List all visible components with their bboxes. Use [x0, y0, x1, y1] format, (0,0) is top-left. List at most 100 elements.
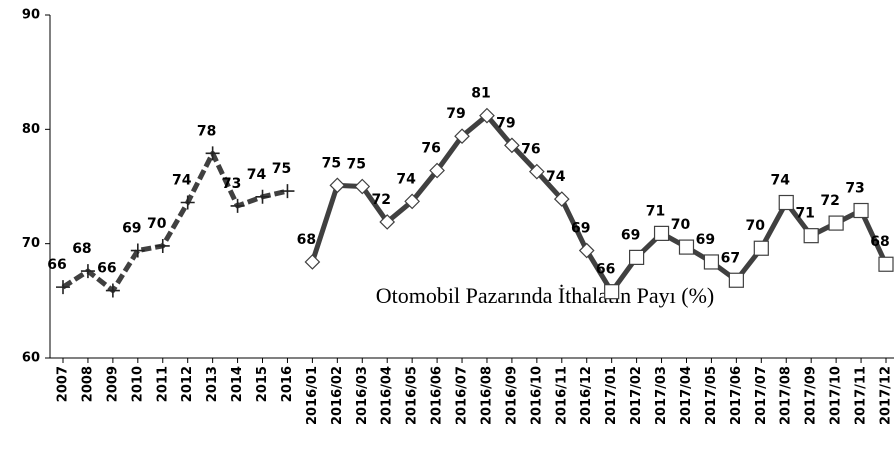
x-tick-label: 2017/06	[729, 366, 744, 425]
data-label: 78	[197, 123, 216, 139]
x-tick-label: 2012	[180, 366, 195, 402]
data-label: 74	[546, 169, 566, 185]
marker	[354, 178, 371, 195]
x-tick-label: 2016/12	[579, 366, 594, 425]
x-tick-label: 2017/09	[804, 366, 819, 425]
x-tick-label: 2016/05	[405, 366, 420, 425]
data-label: 69	[122, 221, 141, 237]
data-label: 67	[721, 250, 740, 266]
x-tick-label: 2016/06	[430, 366, 445, 425]
marker	[828, 215, 844, 231]
marker	[180, 195, 195, 210]
data-label: 70	[147, 216, 167, 232]
marker	[130, 243, 145, 258]
marker	[304, 254, 321, 270]
x-tick-label: 2016/02	[330, 366, 345, 425]
x-tick-label: 2017/07	[754, 366, 769, 425]
marker	[578, 242, 595, 259]
marker	[280, 184, 295, 199]
marker	[329, 177, 346, 194]
x-tick-label: 2017/10	[829, 366, 844, 425]
marker	[529, 163, 545, 180]
x-tick-label: 2008	[80, 366, 95, 402]
x-tick-label: 2016/04	[380, 366, 395, 425]
data-label: 68	[297, 232, 316, 248]
data-label: 75	[347, 157, 366, 173]
x-tick-label: 2017/03	[654, 366, 669, 425]
marker	[553, 191, 570, 207]
marker	[255, 189, 270, 204]
data-label: 72	[371, 192, 390, 208]
marker	[56, 280, 70, 295]
x-tick-label: 2017/12	[879, 366, 894, 425]
marker	[604, 284, 620, 300]
annotation: Otomobil Pazarında İthalatın Payı (%)	[376, 283, 714, 308]
x-tick-label: 2017/05	[704, 366, 719, 425]
marker	[753, 240, 769, 256]
marker	[379, 214, 396, 230]
data-label: 75	[322, 155, 341, 171]
x-tick-label: 2013	[205, 366, 220, 402]
x-tick-label: 2016/10	[529, 366, 544, 425]
marker	[80, 264, 95, 279]
x-tick-label: 2016/03	[355, 366, 370, 425]
x-tick-label: 2011	[155, 366, 170, 402]
x-tick-label: 2017/02	[629, 366, 644, 425]
data-label: 79	[446, 106, 465, 122]
marker	[803, 228, 819, 244]
data-label: 75	[272, 161, 291, 177]
series-line	[61, 150, 289, 294]
y-tick-label: 90	[22, 8, 40, 23]
data-label: 70	[671, 217, 691, 233]
data-label: 76	[521, 142, 540, 158]
marker	[155, 238, 170, 253]
x-tick-label: 2017/04	[679, 366, 694, 425]
data-label: 69	[621, 227, 640, 243]
x-tick-label: 2017/11	[854, 366, 869, 425]
marker	[479, 107, 495, 124]
x-tick-label: 2016/08	[479, 366, 494, 425]
data-label: 74	[172, 173, 192, 189]
data-label: 81	[471, 86, 490, 102]
series-line	[310, 113, 589, 263]
data-label: 69	[571, 221, 590, 237]
data-label: 66	[596, 262, 615, 278]
data-label: 74	[247, 167, 267, 183]
marker	[878, 256, 894, 272]
data-label: 71	[646, 203, 665, 219]
marker	[454, 128, 470, 145]
marker	[429, 162, 445, 179]
x-tick-label: 2017/08	[779, 366, 794, 425]
data-label: 79	[496, 115, 515, 131]
data-label: 70	[746, 218, 766, 234]
data-label: 66	[47, 257, 66, 273]
x-tick-label: 2016/01	[305, 366, 320, 425]
x-tick-label: 2007	[56, 366, 71, 402]
marker	[678, 239, 695, 255]
x-tick-label: 2016/09	[504, 366, 519, 425]
marker	[728, 272, 744, 288]
x-tick-label: 2014	[230, 366, 245, 402]
y-tick-label: 60	[22, 351, 40, 366]
marker	[105, 283, 120, 298]
marker	[404, 193, 421, 210]
data-label: 68	[870, 234, 889, 250]
marker	[629, 249, 645, 265]
y-tick-label: 70	[22, 236, 40, 251]
data-label: 69	[696, 232, 715, 248]
x-tick-label: 2016/07	[455, 366, 470, 425]
x-tick-label: 2016	[280, 366, 295, 402]
x-tick-label: 2015	[255, 366, 270, 402]
data-label: 76	[421, 140, 440, 156]
y-tick-label: 80	[22, 122, 40, 137]
marker	[778, 194, 794, 211]
marker	[230, 198, 245, 213]
marker	[853, 202, 869, 219]
data-label: 74	[396, 171, 416, 187]
data-label: 72	[820, 193, 839, 209]
x-tick-label: 2017/01	[604, 366, 619, 425]
marker	[703, 254, 720, 270]
data-label: 74	[771, 173, 791, 189]
marker	[205, 146, 220, 161]
